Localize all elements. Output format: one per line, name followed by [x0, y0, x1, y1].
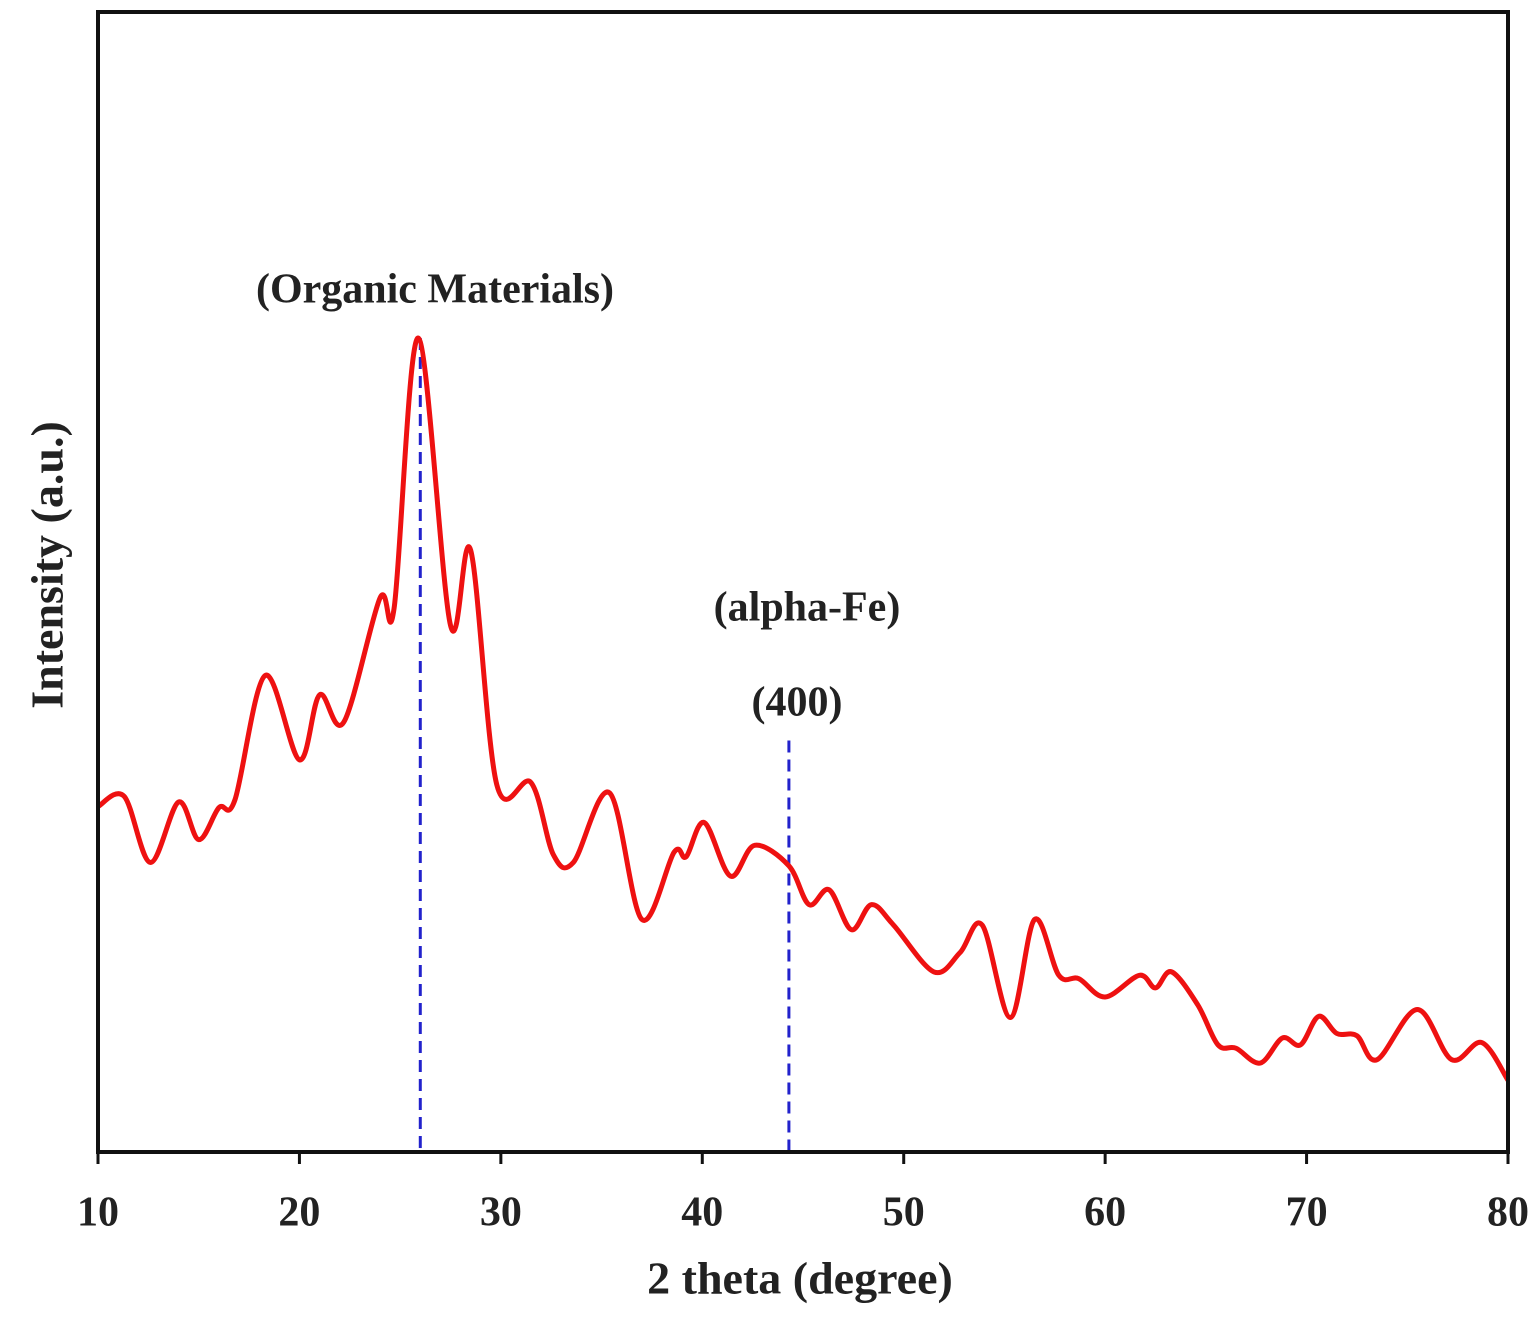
annotation: (Organic Materials): [256, 267, 614, 313]
data-line: [96, 335, 1511, 1082]
plot-frame: [96, 10, 1510, 1154]
x-tick-label: 80: [1487, 1190, 1529, 1236]
x-tick-label: 50: [883, 1190, 925, 1236]
x-tick-label: 10: [77, 1190, 119, 1236]
annotation: (400): [752, 680, 843, 726]
annotation: (alpha-Fe): [714, 585, 901, 631]
y-axis-title: Intensity (a.u.): [22, 421, 73, 709]
x-axis-title: 2 theta (degree): [647, 1253, 953, 1304]
x-tick-label: 30: [480, 1190, 522, 1236]
x-tick-label: 20: [278, 1190, 320, 1236]
x-tick-label: 40: [681, 1190, 723, 1236]
x-tick-label: 60: [1084, 1190, 1126, 1236]
x-tick-label: 70: [1286, 1190, 1328, 1236]
